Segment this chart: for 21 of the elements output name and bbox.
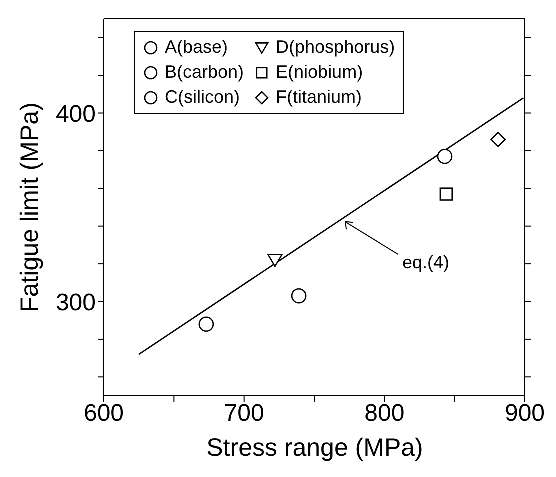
legend-label: A(base)	[165, 37, 228, 58]
x-axis-title: Stress range (MPa)	[206, 434, 424, 462]
point	[437, 148, 453, 164]
legend-label: D(phosphorus)	[276, 37, 396, 58]
y-tick-label: 300	[56, 289, 96, 316]
x-tick-label: 900	[504, 400, 546, 428]
point	[490, 132, 506, 148]
x-tick-label: 600	[84, 400, 124, 428]
x-tick-label: 700	[224, 400, 264, 428]
legend-label: F(titanium)	[276, 87, 362, 108]
legend-label: B(carbon)	[165, 62, 244, 83]
point	[440, 188, 454, 201]
legend-label: E(niobium)	[276, 62, 364, 83]
point	[268, 254, 283, 268]
point	[198, 316, 214, 332]
legend-label: C(silicon)	[165, 87, 240, 108]
y-tick-label: 400	[56, 100, 96, 128]
point	[291, 288, 307, 304]
annotation: eq.(4)	[402, 252, 450, 273]
y-axis-title: Fatigue limit (MPa)	[16, 102, 44, 312]
x-tick-label: 800	[364, 400, 405, 428]
